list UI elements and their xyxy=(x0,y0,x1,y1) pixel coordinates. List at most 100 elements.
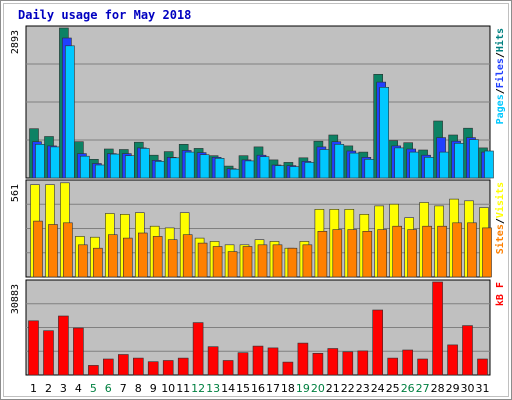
bar-kb-f-day-26 xyxy=(402,349,414,376)
bar-kb-f-day-23 xyxy=(357,350,369,376)
y-axis-max-label: 30883 xyxy=(10,284,21,314)
bar-sites-day-8 xyxy=(138,232,148,278)
bar-pages-day-23 xyxy=(364,159,375,179)
x-tick-label: 4 xyxy=(75,382,82,395)
x-tick-label: 20 xyxy=(311,382,325,395)
bar-pages-day-28 xyxy=(439,151,449,179)
bar-pages-day-1 xyxy=(35,144,45,179)
panel-kbf: 30883 kB F xyxy=(10,279,506,376)
x-tick-label: 19 xyxy=(296,382,310,395)
x-tick-label: 14 xyxy=(221,382,235,395)
x-tick-label: 7 xyxy=(120,382,127,395)
bar-kb-f-day-13 xyxy=(207,346,219,376)
bar-kb-f-day-9 xyxy=(147,361,159,376)
bar-pages-day-5 xyxy=(95,164,105,179)
bar-pages-day-20 xyxy=(319,149,330,179)
x-tick-label: 10 xyxy=(161,382,175,395)
bar-kb-f-day-22 xyxy=(342,351,354,376)
bar-sites-day-17 xyxy=(272,244,283,278)
bar-pages-day-25 xyxy=(394,147,405,179)
legend-entry: Visits xyxy=(494,182,506,218)
x-tick-label: 26 xyxy=(401,382,415,395)
bar-sites-day-18 xyxy=(287,247,298,278)
bar-kb-f-day-17 xyxy=(267,347,279,376)
panel-sites-visits: 561 Sites/Visits xyxy=(10,179,506,278)
bar-kb-f-day-4 xyxy=(73,327,84,376)
bar-sites-day-21 xyxy=(332,229,343,278)
bar-kb-f-day-11 xyxy=(177,357,189,376)
bar-sites-day-12 xyxy=(197,242,208,278)
bar-pages-day-12 xyxy=(199,154,210,179)
bar-kb-f-day-15 xyxy=(237,352,249,376)
bar-kb-f-day-5 xyxy=(88,365,99,376)
bar-pages-day-3 xyxy=(65,45,75,179)
bar-pages-day-10 xyxy=(169,157,180,179)
bar-kb-f-day-29 xyxy=(447,344,458,376)
bar-sites-day-29 xyxy=(452,222,462,278)
bar-sites-day-23 xyxy=(362,231,373,278)
bar-sites-day-11 xyxy=(182,234,193,278)
bar-kb-f-day-24 xyxy=(372,309,384,376)
x-tick-label: 18 xyxy=(281,382,295,395)
bar-kb-f-day-8 xyxy=(133,357,144,376)
bar-sites-day-2 xyxy=(48,224,58,278)
chart-title: Daily usage for May 2018 xyxy=(18,8,191,22)
bar-kb-f-day-25 xyxy=(387,357,399,376)
bar-sites-day-25 xyxy=(392,225,403,278)
x-tick-label: 25 xyxy=(386,382,400,395)
bar-pages-day-16 xyxy=(259,156,270,179)
bar-sites-day-14 xyxy=(227,251,238,278)
bar-sites-day-13 xyxy=(212,246,223,278)
bar-pages-day-24 xyxy=(379,87,390,179)
bar-sites-day-7 xyxy=(123,237,133,278)
legend-entry: / xyxy=(495,52,506,58)
bar-pages-day-15 xyxy=(244,160,255,179)
bar-sites-day-22 xyxy=(347,229,358,278)
legend-entry: Files xyxy=(494,58,506,88)
bar-pages-day-30 xyxy=(469,139,479,179)
x-tick-label: 6 xyxy=(105,382,112,395)
x-tick-label: 11 xyxy=(176,382,190,395)
bar-kb-f-day-31 xyxy=(477,358,488,376)
bar-kb-f-day-28 xyxy=(432,281,443,376)
bar-pages-day-18 xyxy=(289,166,300,179)
legend-kbf: kB F xyxy=(495,282,506,306)
x-tick-label: 22 xyxy=(341,382,355,395)
x-tick-label: 16 xyxy=(251,382,265,395)
bar-pages-day-19 xyxy=(304,162,315,179)
x-tick-label: 17 xyxy=(266,382,280,395)
x-tick-label: 9 xyxy=(150,382,157,395)
bar-sites-day-19 xyxy=(302,244,313,278)
x-tick-label: 21 xyxy=(326,382,340,395)
bar-pages-day-21 xyxy=(334,144,345,179)
bar-sites-day-26 xyxy=(407,229,418,278)
bar-kb-f-day-20 xyxy=(312,352,324,376)
bar-sites-day-24 xyxy=(377,229,388,278)
bar-pages-day-2 xyxy=(50,146,60,179)
bar-sites-day-3 xyxy=(63,222,73,278)
x-tick-label: 24 xyxy=(371,382,385,395)
x-tick-label: 5 xyxy=(90,382,97,395)
bar-pages-day-26 xyxy=(409,151,420,179)
bar-sites-day-16 xyxy=(257,244,268,278)
x-tick-label: 8 xyxy=(135,382,142,395)
legend-entry: / xyxy=(495,218,506,224)
bar-pages-day-22 xyxy=(349,152,360,179)
x-tick-label: 27 xyxy=(416,382,430,395)
x-tick-label: 28 xyxy=(431,382,445,395)
bar-sites-day-28 xyxy=(437,225,447,278)
bar-sites-day-1 xyxy=(33,220,43,278)
x-tick-label: 30 xyxy=(461,382,475,395)
bar-kb-f-day-27 xyxy=(417,358,428,376)
bar-pages-day-17 xyxy=(274,165,285,179)
bar-kb-f-day-3 xyxy=(58,315,69,376)
bar-pages-day-29 xyxy=(454,143,464,179)
bar-kb-f-day-6 xyxy=(103,358,114,376)
bar-kb-f-day-14 xyxy=(222,360,234,376)
x-tick-label: 1 xyxy=(30,382,37,395)
bar-kb-f-day-7 xyxy=(118,354,129,376)
legend-entry: Sites xyxy=(494,224,506,254)
bar-sites-day-30 xyxy=(467,222,477,278)
x-tick-label: 12 xyxy=(191,382,205,395)
